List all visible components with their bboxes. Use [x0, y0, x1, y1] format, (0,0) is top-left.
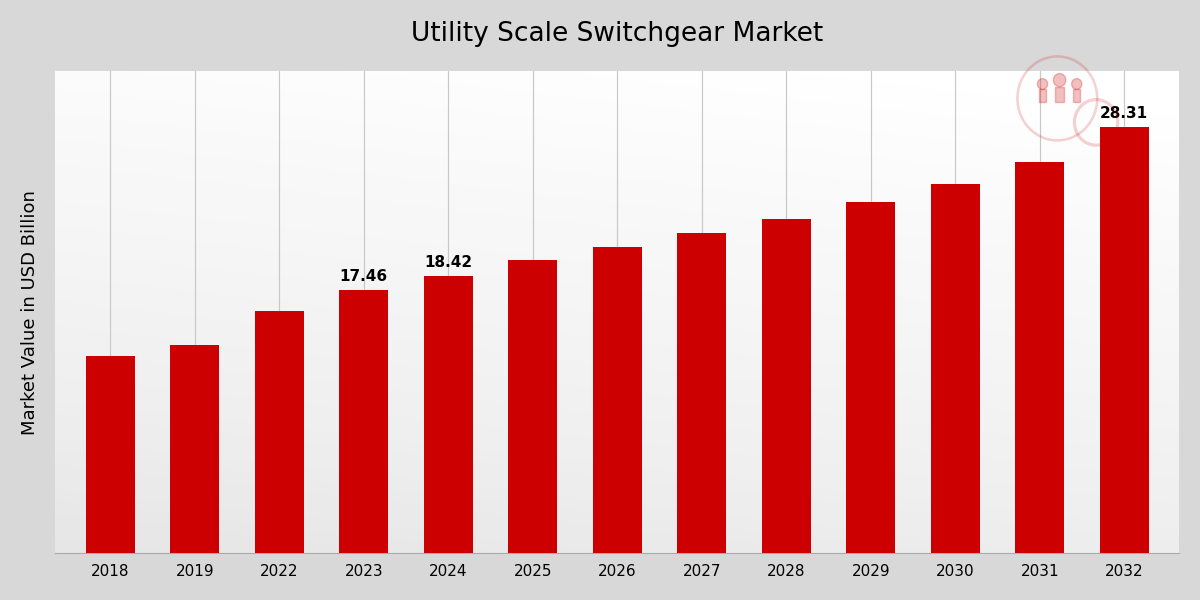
- Text: 18.42: 18.42: [425, 255, 473, 270]
- Bar: [593, 247, 642, 553]
- Bar: [1099, 127, 1148, 553]
- Y-axis label: Market Value in USD Billion: Market Value in USD Billion: [20, 190, 38, 434]
- Circle shape: [1037, 79, 1048, 89]
- Bar: [424, 276, 473, 553]
- Bar: [1039, 89, 1046, 102]
- Circle shape: [1054, 74, 1066, 87]
- Bar: [86, 356, 134, 553]
- Text: 17.46: 17.46: [340, 269, 388, 284]
- Text: 28.31: 28.31: [1100, 106, 1148, 121]
- Bar: [762, 219, 811, 553]
- Bar: [1015, 162, 1064, 553]
- Bar: [1055, 87, 1064, 103]
- Bar: [931, 184, 979, 553]
- Bar: [677, 233, 726, 553]
- Bar: [254, 311, 304, 553]
- Bar: [509, 260, 557, 553]
- Circle shape: [1072, 79, 1082, 89]
- Bar: [846, 202, 895, 553]
- Bar: [340, 290, 389, 553]
- Bar: [170, 346, 220, 553]
- Bar: [1073, 89, 1080, 102]
- Title: Utility Scale Switchgear Market: Utility Scale Switchgear Market: [412, 21, 823, 47]
